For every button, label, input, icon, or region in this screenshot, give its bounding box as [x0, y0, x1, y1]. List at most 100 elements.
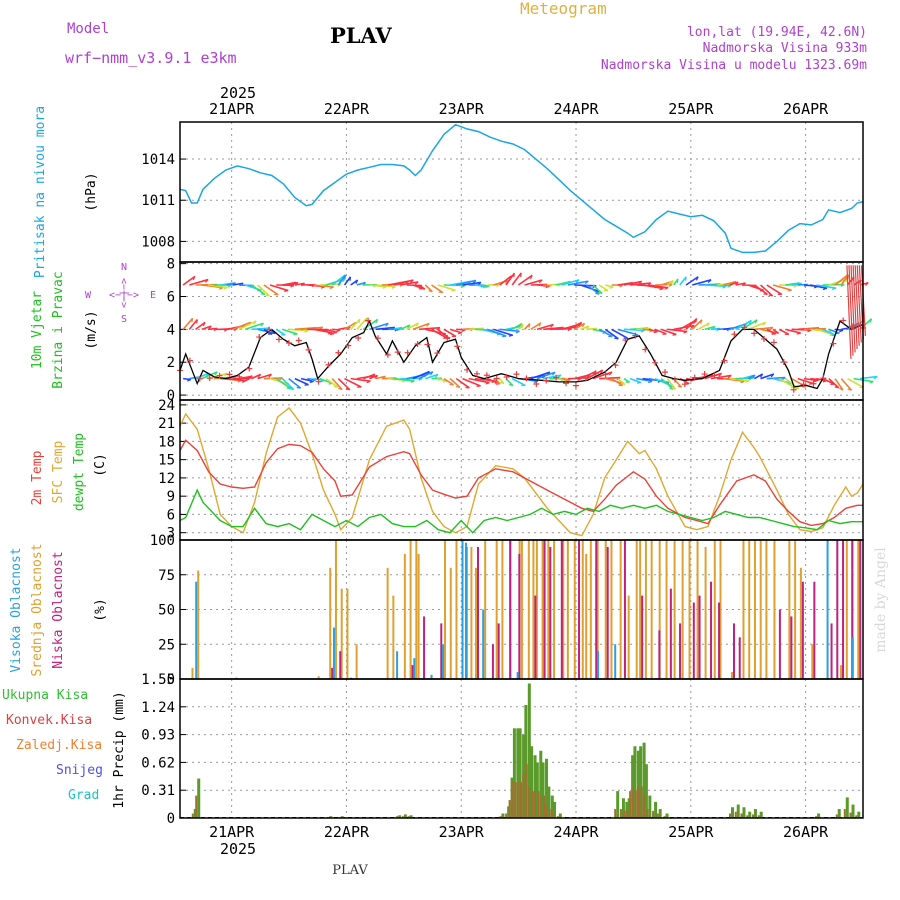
wind-gust-marker	[473, 370, 480, 377]
low-cloud-bar	[606, 546, 609, 679]
temperature-ytick-label: 6	[167, 507, 175, 523]
low-cloud-bar	[497, 623, 500, 679]
wind-arrow-head	[781, 377, 786, 381]
wind-arrow	[530, 371, 551, 380]
wind-arrow	[505, 272, 515, 286]
wind-arrow	[778, 377, 796, 389]
wind-arrow-head	[528, 323, 531, 328]
station-title: PLAV	[330, 23, 392, 48]
legend-total-precip: Ukupna Kisa	[2, 688, 88, 703]
mid-cloud-bar	[532, 540, 535, 679]
wind-gust-marker	[503, 373, 510, 380]
wind-arrow-head	[839, 387, 844, 391]
wind-arrow	[772, 284, 792, 291]
wind-arrow-head	[329, 286, 334, 290]
wind-arrow-head	[787, 289, 792, 292]
wind-gust-marker	[444, 334, 451, 341]
wind-compass: N <−|−> S W <−|−> E	[85, 262, 156, 325]
mid-cloud-bar	[713, 540, 716, 679]
conv-precip-bar	[849, 812, 852, 818]
cloud-unit: (%)	[93, 598, 108, 621]
wind-arrow	[362, 373, 376, 380]
mid-cloud-bar	[665, 540, 668, 679]
wind-arrow	[586, 369, 604, 380]
wind-arrow-head	[608, 371, 613, 376]
wind-gust-marker	[325, 361, 332, 368]
mid-cloud-bar	[635, 540, 638, 679]
wind-arrow	[183, 377, 192, 381]
mid-cloud-bar	[585, 553, 588, 679]
model-name: wrf−nmm_v3.9.1 e3km	[65, 49, 237, 67]
year-label-top: 2025	[220, 84, 256, 102]
wind-arrow	[834, 378, 844, 391]
wind-arrow	[394, 377, 415, 382]
total-precip-bar	[658, 809, 662, 818]
wind-arrow	[735, 319, 752, 331]
wind-arrow	[536, 323, 554, 331]
total-precip-bar	[541, 762, 545, 818]
high-cloud-bar	[430, 674, 433, 679]
wind-arrow-head	[515, 330, 520, 334]
wind-gust-marker	[404, 349, 411, 356]
wind-arrow-head	[609, 286, 614, 289]
wind-arrow-head	[670, 280, 674, 285]
wind-arrow-head	[668, 283, 673, 288]
wind-arrow	[747, 321, 766, 331]
wind-arrow-head	[304, 330, 309, 333]
wind-arrow	[567, 280, 589, 286]
wind-gust-marker	[523, 375, 530, 382]
day-label-bottom-21: 21APR	[209, 823, 255, 841]
wind-ytick-label: 8	[167, 257, 175, 273]
wind-arrow	[536, 371, 556, 380]
year-label-bottom: 2025	[220, 840, 256, 858]
wind-arrow	[611, 377, 624, 387]
wind-gust-marker	[622, 337, 629, 344]
wind-gust-marker	[493, 375, 500, 382]
wind-arrow	[511, 272, 522, 286]
wind-gust-marker	[533, 381, 540, 388]
wind-arrow-head	[770, 373, 775, 378]
low-cloud-bar	[423, 616, 426, 679]
conv-precip-bar	[545, 804, 548, 818]
wind-arrow	[474, 284, 487, 288]
low-cloud-bar	[339, 651, 342, 679]
wind-arrow	[288, 328, 309, 332]
wind-gust-marker	[652, 359, 659, 366]
mid-cloud-bar	[857, 540, 860, 679]
wind-title: 10m Vjetar	[30, 291, 45, 369]
wind-arrow	[524, 323, 531, 330]
wind-arrow-head	[727, 374, 732, 379]
wind-gust-marker	[731, 331, 738, 338]
wind-arrow	[660, 378, 674, 390]
wind-arrow	[598, 328, 613, 338]
cloud-mid-title: Srednja Oblacnost	[30, 543, 45, 676]
wind-gust-marker	[810, 380, 817, 387]
legend-graupel: Grad	[68, 788, 99, 803]
clouds-ytick-label: 75	[158, 568, 175, 584]
wind-arrow-head	[600, 369, 604, 374]
low-cloud-bar	[477, 546, 480, 679]
total-precip-bar	[516, 728, 520, 818]
wind-gust-marker	[226, 371, 233, 378]
total-precip-bar	[539, 750, 543, 818]
legend-conv-precip: Konvek.Kisa	[6, 713, 92, 728]
wind-arrow-head	[690, 325, 695, 329]
day-label-top-22: 22APR	[324, 100, 370, 118]
low-cloud-bar	[560, 540, 563, 679]
total-precip-bar	[851, 804, 855, 818]
wind-strong-arrow	[848, 265, 854, 356]
wind-speed-line	[179, 319, 864, 390]
wind-arrow-head	[869, 318, 873, 323]
wind-arrow	[648, 328, 658, 333]
wind-arrow-head	[520, 272, 522, 278]
pressure-title: Pritisak na nivou mora	[33, 106, 48, 278]
total-precip-bar	[527, 683, 531, 818]
wind-arrow-head	[218, 287, 224, 290]
wind-arrow-head	[669, 387, 674, 390]
temp-title-3: dewpt Temp	[72, 433, 87, 511]
conv-precip-bar	[652, 810, 655, 818]
day-label-top-24: 24APR	[553, 100, 599, 118]
low-cloud-bar	[830, 623, 833, 679]
temperature-ytick-label: 21	[158, 416, 175, 432]
